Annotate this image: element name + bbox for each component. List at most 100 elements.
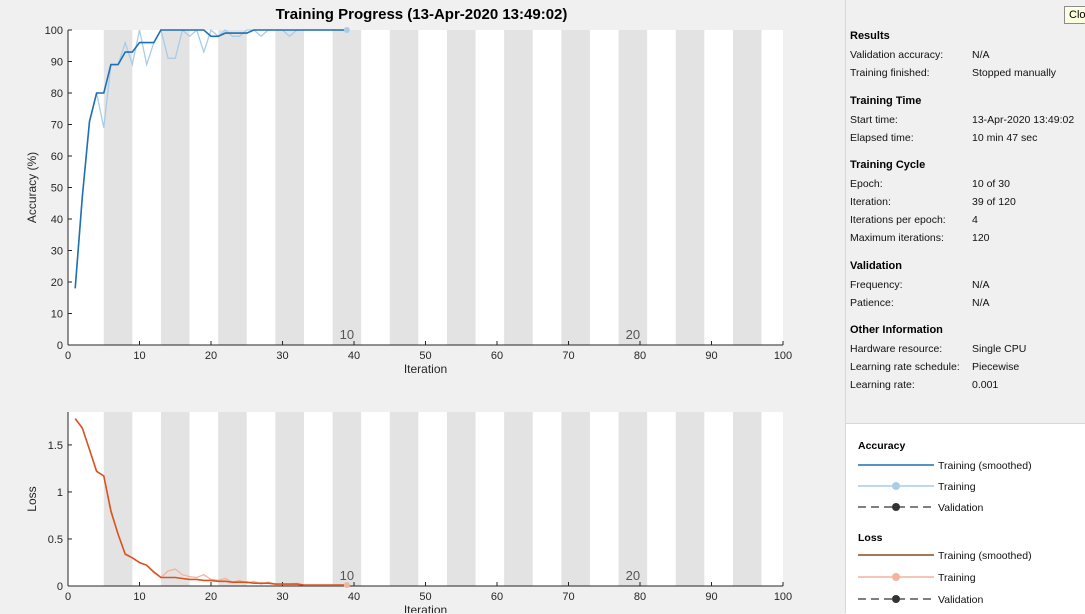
legend-acc-training-label: Training <box>938 481 976 493</box>
frequency-value: N/A <box>972 279 990 291</box>
patience-value: N/A <box>972 297 990 309</box>
hardware-resource-label: Hardware resource: <box>850 343 943 355</box>
start-time-label: Start time: <box>850 114 898 126</box>
loss-x-tick-label: 40 <box>348 591 360 603</box>
loss-epoch-band <box>618 412 648 586</box>
acc-x-tick-label: 80 <box>634 350 646 362</box>
start-time-value: 13-Apr-2020 13:49:02 <box>972 114 1075 126</box>
acc-epoch-band <box>504 30 533 345</box>
loss-x-tick-label: 80 <box>634 591 646 603</box>
frequency-label: Frequency: <box>850 279 903 291</box>
legend: Accuracy Training (smoothed) Training Va… <box>846 423 1085 614</box>
acc-last-point-marker <box>343 27 350 33</box>
legend-loss-title: Loss <box>858 532 883 544</box>
acc-y-tick-label: 70 <box>51 120 63 132</box>
acc-x-tick-label: 60 <box>491 350 503 362</box>
acc-y-tick-label: 0 <box>57 340 63 352</box>
legend-loss-smoothed-label: Training (smoothed) <box>938 550 1032 562</box>
loss-x-tick-label: 50 <box>419 591 431 603</box>
hardware-resource-value: Single CPU <box>972 343 1027 355</box>
learning-rate-label: Learning rate: <box>850 379 915 391</box>
training-finished-value: Stopped manually <box>972 67 1057 79</box>
acc-epoch-label: 20 <box>626 327 640 342</box>
elapsed-time-label: Elapsed time: <box>850 132 914 144</box>
loss-epoch-band <box>446 412 476 586</box>
loss-x-tick-label: 90 <box>705 591 717 603</box>
acc-y-tick-label: 80 <box>51 88 63 100</box>
acc-epoch-label: 10 <box>340 327 354 342</box>
acc-y-tick-label: 30 <box>51 246 63 258</box>
loss-x-tick-label: 70 <box>562 591 574 603</box>
loss-epoch-band <box>332 412 362 586</box>
loss-x-tick-label: 100 <box>774 591 792 603</box>
acc-x-tick-label: 40 <box>348 350 360 362</box>
learning-rate-value: 0.001 <box>972 379 999 391</box>
elapsed-time-value: 10 min 47 sec <box>972 132 1038 144</box>
legend-acc-validation-label: Validation <box>938 502 984 514</box>
acc-y-tick-label: 100 <box>45 25 63 37</box>
loss-epoch-band <box>504 412 533 586</box>
legend-accuracy-swatches <box>858 464 934 511</box>
acc-y-tick-label: 40 <box>51 214 63 226</box>
loss-x-tick-label: 10 <box>133 591 145 603</box>
accuracy-chart: 0 10 20 30 40 50 60 70 80 90 100 0 10 20 30 40 50 60 70 80 9… <box>25 25 792 376</box>
loss-last-point-marker <box>343 582 350 589</box>
loss-x-tick-label: 20 <box>205 591 217 603</box>
loss-epoch-label: 10 <box>340 568 354 583</box>
info-panel: Close Results Validation accuracy: N/A T… <box>845 0 1085 614</box>
close-button[interactable]: Close <box>1064 6 1085 24</box>
acc-epoch-band <box>675 30 705 345</box>
acc-epoch-band <box>446 30 476 345</box>
plot-title: Training Progress (13-Apr-2020 13:49:02) <box>275 6 568 23</box>
acc-x-tick-label: 100 <box>774 350 792 362</box>
validation-accuracy-label: Validation accuracy: <box>850 49 944 61</box>
legend-acc-smoothed-label: Training (smoothed) <box>938 460 1032 472</box>
loss-y-tick-label: 0.5 <box>48 534 63 546</box>
loss-epoch-band <box>675 412 705 586</box>
acc-y-tick-label: 10 <box>51 309 63 321</box>
patience-label: Patience: <box>850 297 894 309</box>
loss-x-tick-label: 30 <box>276 591 288 603</box>
loss-epoch-band <box>389 412 419 586</box>
acc-epoch-band <box>618 30 648 345</box>
acc-y-axis-label: Accuracy (%) <box>25 152 39 223</box>
loss-epoch-band <box>160 412 190 586</box>
training-cycle-title: Training Cycle <box>850 159 926 171</box>
loss-x-tick-label: 60 <box>491 591 503 603</box>
legend-loss-training-label: Training <box>938 572 976 584</box>
training-finished-label: Training finished: <box>850 67 930 79</box>
loss-epoch-band <box>218 412 247 586</box>
acc-epoch-band <box>160 30 190 345</box>
acc-x-tick-label: 30 <box>276 350 288 362</box>
results-title: Results <box>850 30 890 42</box>
acc-epoch-band <box>561 30 590 345</box>
loss-epoch-label: 20 <box>626 568 640 583</box>
acc-x-tick-label: 0 <box>65 350 71 362</box>
loss-epoch-band <box>275 412 304 586</box>
loss-epoch-band <box>561 412 590 586</box>
acc-y-tick-label: 20 <box>51 277 63 289</box>
legend-loss-validation-label: Validation <box>938 594 984 606</box>
loss-epoch-band <box>732 412 762 586</box>
acc-y-tick-label: 90 <box>51 57 63 69</box>
acc-x-tick-label: 20 <box>205 350 217 362</box>
maximum-iterations-label: Maximum iterations: <box>850 232 944 244</box>
acc-x-tick-label: 90 <box>705 350 717 362</box>
loss-smoothed-line <box>74 418 347 586</box>
acc-x-tick-label: 50 <box>419 350 431 362</box>
learning-rate-schedule-value: Piecewise <box>972 361 1020 373</box>
maximum-iterations-value: 120 <box>972 232 990 244</box>
loss-x-tick-label: 0 <box>65 591 71 603</box>
acc-y-tick-label: 50 <box>51 183 63 195</box>
legend-loss-validation-marker <box>892 595 900 603</box>
validation-accuracy-value: N/A <box>972 49 990 61</box>
acc-x-tick-label: 70 <box>562 350 574 362</box>
loss-chart: 0 10 20 30 40 50 60 70 80 90 100 0 0.5 1 1.5 Iteration L… <box>25 412 792 613</box>
loss-y-tick-label: 1 <box>57 487 63 499</box>
acc-smoothed-line <box>74 29 347 289</box>
acc-epoch-band <box>275 30 304 345</box>
other-information-title: Other Information <box>850 324 943 336</box>
loss-x-axis-label: Iteration <box>404 603 447 613</box>
epoch-label: Epoch: <box>850 178 883 190</box>
legend-acc-validation-marker <box>892 503 900 511</box>
